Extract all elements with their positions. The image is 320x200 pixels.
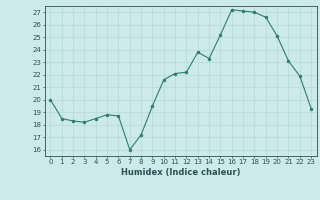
X-axis label: Humidex (Indice chaleur): Humidex (Indice chaleur): [121, 168, 241, 177]
